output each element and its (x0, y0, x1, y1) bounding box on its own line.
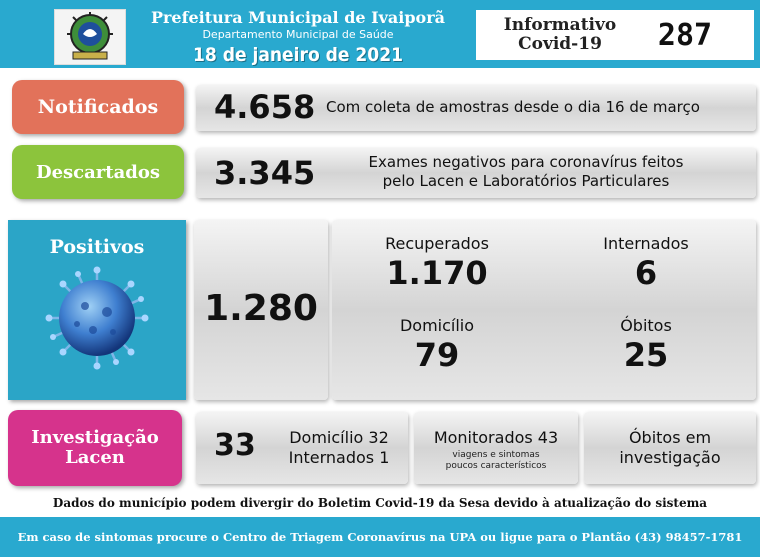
monitorados-panel: Monitorados 43 viagens e sintomas poucos… (414, 412, 578, 484)
investigacao-internados: Internados 1 (288, 448, 390, 467)
obitos-investigacao-line2: investigação (619, 448, 721, 467)
positivos-total-panel: 1.280 (194, 220, 328, 400)
bulletin-date: 18 de janeiro de 2021 (192, 44, 403, 66)
obitos-investigacao-panel: Óbitos em investigação (584, 412, 756, 484)
monitorados-note-line2: poucos característicos (445, 461, 547, 471)
investigacao-label-line2: Lacen (65, 447, 125, 468)
internados-label: Internados (603, 234, 689, 253)
municipality-title: Prefeitura Municipal de Ivaiporã (150, 8, 446, 27)
obitos-investigacao-line1: Óbitos em (628, 428, 712, 447)
edition-number: 287 (657, 18, 713, 53)
monitorados-note-line1: viagens e sintomas (452, 450, 540, 460)
investigacao-label-line1: Investigação (31, 427, 159, 448)
positivos-block: Positivos (8, 220, 186, 400)
disclaimer-text: Dados do município podem divergir do Bol… (52, 496, 708, 510)
informativo-box (476, 10, 754, 60)
informativo-label: Informativo Covid-19 (490, 16, 630, 54)
positivos-value: 1.280 (204, 288, 318, 329)
notificados-label: Notificados (12, 80, 184, 134)
descartados-description-line2: pelo Lacen e Laboratórios Particulares (382, 172, 670, 190)
footer-bar (0, 517, 760, 557)
investigacao-label: Investigação Lacen (8, 410, 182, 486)
obitos-investigacao: Óbitos em investigação (584, 428, 756, 468)
notificados-panel: 4.658 Com coleta de amostras desde o dia… (196, 85, 756, 131)
internados-value: 6 (634, 254, 658, 292)
investigacao-breakdown: Domicílio 32 Internados 1 (280, 428, 398, 468)
notificados-value: 4.658 (214, 88, 316, 126)
descartados-panel: 3.345 Exames negativos para coronavírus … (196, 148, 756, 198)
domicilio-value: 79 (414, 336, 460, 374)
notificados-description: Com coleta de amostras desde o dia 16 de… (326, 98, 700, 116)
obitos-value: 25 (623, 336, 669, 374)
descartados-value: 3.345 (214, 154, 316, 192)
informativo-line2: Covid-19 (518, 34, 602, 54)
investigacao-value: 33 (214, 428, 256, 463)
monitorados-value: Monitorados 43 (433, 428, 559, 447)
descartados-description-line1: Exames negativos para coronavírus feitos (368, 153, 684, 171)
positivos-detail-panel: Recuperados 1.170 Internados 6 Domicílio… (332, 220, 756, 400)
informativo-line1: Informativo (503, 15, 617, 35)
domicilio-label: Domicílio (399, 316, 475, 335)
municipal-coat-of-arms-logo (54, 9, 126, 65)
positivos-label: Positivos (49, 236, 145, 258)
department-subtitle: Departamento Municipal de Saúde (202, 28, 394, 41)
obitos-label: Óbitos (620, 316, 672, 335)
recuperados-label: Recuperados (385, 234, 489, 253)
investigacao-domicilio: Domicílio 32 (289, 428, 389, 447)
descartados-description: Exames negativos para coronavírus feitos… (326, 153, 726, 191)
coronavirus-icon (45, 266, 149, 375)
descartados-label: Descartados (12, 145, 184, 199)
footer-contact-text: Em caso de sintomas procure o Centro de … (17, 530, 743, 544)
monitorados-note: viagens e sintomas poucos característico… (414, 450, 578, 472)
recuperados-value: 1.170 (386, 254, 488, 292)
investigacao-total-panel: 33 Domicílio 32 Internados 1 (196, 412, 408, 484)
